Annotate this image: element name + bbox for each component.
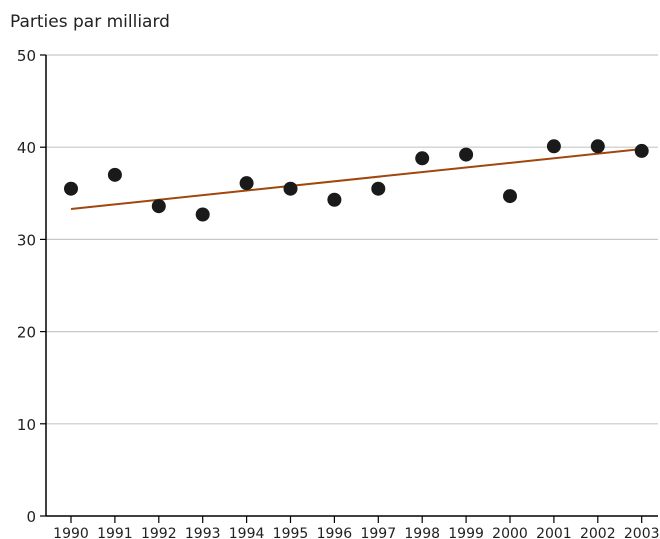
x-tick-label: 1990: [53, 526, 89, 539]
y-tick-label: 20: [17, 324, 36, 342]
x-tick-label: 1995: [273, 526, 309, 539]
x-tick-label: 1992: [141, 526, 177, 539]
y-tick-label: 10: [17, 416, 36, 434]
x-tick-label: 2000: [492, 526, 528, 539]
x-tick-label: 2003: [624, 526, 660, 539]
y-tick-label: 30: [17, 231, 36, 249]
data-point: [151, 199, 166, 214]
data-point: [64, 181, 78, 196]
x-tick-label: 1994: [229, 526, 265, 539]
data-point: [459, 147, 474, 162]
x-tick-label: 1996: [317, 526, 353, 539]
data-point: [634, 143, 649, 158]
data-point: [107, 167, 122, 182]
data-point: [546, 139, 561, 154]
data-point: [503, 189, 517, 204]
y-tick-label: 0: [26, 508, 36, 526]
data-point: [415, 151, 430, 166]
data-point: [239, 176, 254, 191]
x-tick-label: 1997: [360, 526, 396, 539]
x-tick-label: 2001: [536, 526, 572, 539]
data-point: [590, 139, 605, 154]
data-point: [195, 207, 210, 222]
x-tick-label: 1993: [185, 526, 221, 539]
y-tick-label: 40: [17, 139, 36, 157]
x-tick-label: 1998: [404, 526, 440, 539]
x-tick-label: 2002: [580, 526, 616, 539]
data-point: [327, 192, 342, 207]
trendline: [70, 148, 642, 210]
x-tick-label: 1991: [97, 526, 133, 539]
x-tick-label: 1999: [448, 526, 484, 539]
y-axis-title: Parties par milliard: [10, 12, 170, 32]
data-point: [371, 181, 386, 196]
y-tick-label: 50: [17, 47, 36, 65]
data-point: [283, 181, 298, 196]
